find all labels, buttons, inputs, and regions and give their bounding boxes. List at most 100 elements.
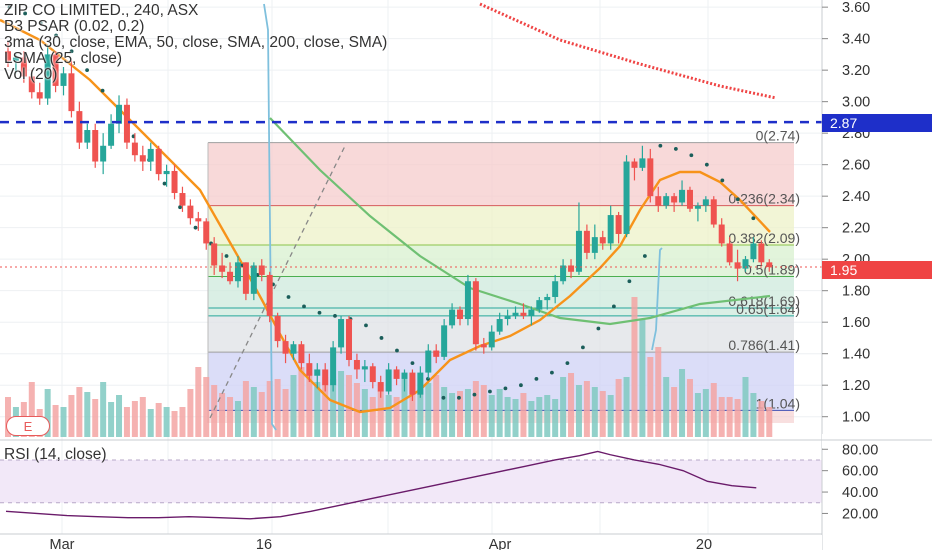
- axis-gap: [822, 434, 932, 448]
- volume-bar: [171, 411, 178, 437]
- candle-body: [36, 92, 43, 99]
- fib-band: [208, 308, 794, 316]
- candle-body: [187, 205, 194, 219]
- legend-3ma[interactable]: 3ma (30, close, EMA, 50, close, SMA, 200…: [4, 34, 388, 51]
- candle-body: [679, 189, 686, 203]
- psar-dot: [7, 5, 12, 10]
- psar-dot: [364, 323, 368, 328]
- psar-dot: [488, 389, 492, 394]
- candle-body: [298, 344, 305, 364]
- candle-body: [552, 281, 559, 297]
- spike-line: [651, 247, 663, 351]
- volume-bar: [155, 403, 162, 437]
- price-tick-label: 3.00: [842, 95, 870, 111]
- candle-body: [734, 262, 741, 269]
- volume-bar: [750, 393, 757, 437]
- volume-bar: [139, 397, 146, 437]
- candle-body: [417, 372, 424, 395]
- candle-body: [464, 281, 471, 320]
- volume-bar: [464, 389, 471, 437]
- psar-dot: [395, 348, 399, 353]
- price-tick-label: 1.80: [842, 284, 870, 300]
- candle-body: [116, 104, 123, 124]
- candle-body: [234, 262, 241, 282]
- legend-lsma[interactable]: LSMA (25, close): [4, 50, 123, 67]
- volume-bar: [726, 397, 733, 437]
- earnings-badge[interactable]: E: [6, 416, 50, 436]
- psar-dot: [565, 361, 570, 366]
- candle-body: [100, 145, 107, 162]
- volume-bar: [258, 392, 265, 437]
- legend-psar[interactable]: B3 PSAR (0.02, 0.2): [4, 18, 145, 35]
- volume-bar: [607, 395, 614, 437]
- candle-body: [536, 300, 543, 310]
- candle-body: [639, 158, 646, 168]
- candle-body: [409, 372, 416, 395]
- candle-body: [369, 366, 376, 383]
- psar-dot: [457, 395, 461, 400]
- price-tick-label: 1.00: [842, 410, 870, 426]
- volume-bar: [623, 377, 630, 437]
- volume-bar: [663, 377, 670, 437]
- candle-body: [718, 224, 725, 244]
- candle-body: [322, 369, 329, 386]
- volume-bar: [298, 367, 305, 437]
- candle-body: [20, 57, 27, 77]
- candle-body: [488, 331, 495, 348]
- candle-body: [686, 189, 693, 209]
- lsma-line: [269, 117, 771, 326]
- fib-band: [208, 142, 794, 206]
- candle-body: [528, 309, 535, 316]
- fib-label: 0.65(1.64): [736, 301, 800, 317]
- trend-line: [209, 143, 347, 419]
- candle-body: [393, 369, 400, 379]
- legend-rsi[interactable]: RSI (14, close): [4, 446, 107, 463]
- candle-body: [211, 243, 218, 266]
- volume-bar: [44, 389, 51, 437]
- volume-bar: [449, 393, 456, 437]
- candle-body: [345, 319, 352, 360]
- volume-bar: [330, 379, 337, 437]
- candle-body: [76, 111, 83, 143]
- horizontal-level: [0, 120, 822, 268]
- volume-bar: [686, 379, 693, 437]
- volume-bar: [568, 373, 575, 437]
- volume-bar: [718, 397, 725, 437]
- candle-body: [671, 196, 678, 203]
- psar-dot: [69, 49, 74, 54]
- legend-vol[interactable]: Vol (20): [4, 66, 58, 83]
- candle-body: [591, 237, 598, 253]
- candle-body: [139, 155, 146, 162]
- volume-bar: [496, 389, 503, 437]
- candle-body: [195, 218, 202, 222]
- volume-bar: [290, 375, 297, 437]
- fibonacci-retracement: 0(2.74) 0.236(2.34) 0.382(2.09) 0.5(1.89) 0.…: [207, 128, 800, 423]
- candle-body: [12, 57, 19, 61]
- candle-body: [258, 265, 265, 275]
- candle-body: [401, 372, 408, 379]
- psar-dot: [472, 392, 477, 397]
- candle-body: [338, 319, 345, 348]
- psar-dot: [534, 376, 539, 381]
- candle-body: [568, 265, 575, 272]
- candle-body: [694, 205, 701, 209]
- psar-dot: [286, 295, 291, 299]
- psar-dot: [178, 205, 182, 210]
- candle-body: [544, 296, 551, 301]
- volume-bar: [647, 357, 654, 437]
- volume-bar: [92, 399, 99, 437]
- volume-bar: [84, 392, 91, 437]
- time-tick-label: 16: [256, 537, 272, 550]
- legend-title[interactable]: ZIP CO LIMITED., 240, ASX: [4, 2, 199, 19]
- candle-body: [647, 158, 654, 197]
- psar-dot: [580, 345, 585, 350]
- volume-bar: [401, 377, 408, 437]
- psar-dot: [441, 395, 446, 400]
- volume-bar: [116, 395, 123, 437]
- volume-bar: [314, 382, 321, 437]
- candle-body: [361, 366, 368, 370]
- price-tick-label: 2.60: [842, 158, 870, 174]
- volume-bar: [219, 393, 226, 437]
- fib-label: 0.236(2.34): [728, 191, 800, 207]
